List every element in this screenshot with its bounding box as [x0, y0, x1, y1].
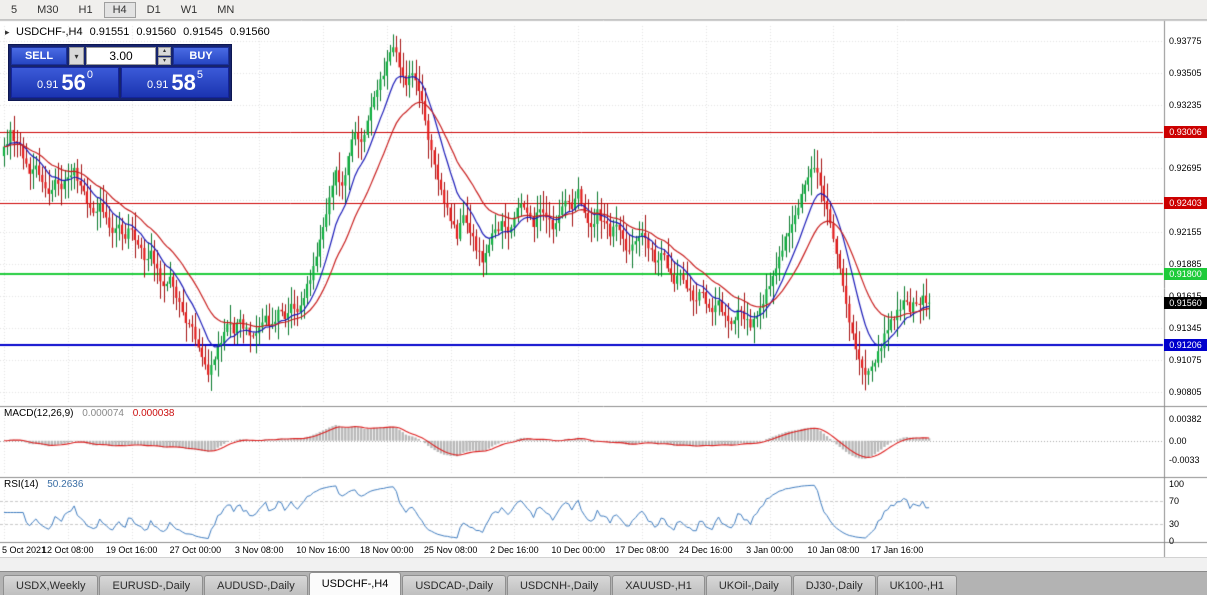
macd-name: MACD(12,26,9) [4, 408, 74, 419]
horizontal-scrollbar[interactable] [0, 557, 1207, 571]
current-price-badge: 0.91560 [1164, 296, 1207, 309]
tab-usdcnh-daily[interactable]: USDCNH-,Daily [506, 575, 612, 595]
lot-stepper: ▴ ▾ [158, 47, 171, 65]
time-tick: 10 Dec 00:00 [551, 545, 605, 555]
tab-eurusd-daily[interactable]: EURUSD-,Daily [99, 575, 204, 595]
time-tick: 27 Oct 00:00 [169, 545, 222, 555]
lot-stepper-down-icon[interactable]: ▾ [158, 56, 171, 65]
price-tick: 0.92695 [1169, 163, 1202, 174]
time-tick: 10 Jan 08:00 [807, 545, 860, 555]
time-tick: 24 Dec 16:00 [679, 545, 733, 555]
chart-high-value: 0.91560 [136, 26, 177, 38]
macd-axis-tick: 0.00382 [1169, 413, 1202, 424]
sell-price-prefix: 0.91 [36, 79, 59, 91]
time-tick: 19 Oct 16:00 [105, 545, 158, 555]
macd-signal-value: 0.000038 [132, 408, 175, 419]
lot-stepper-up-icon[interactable]: ▴ [158, 47, 171, 56]
sell-button[interactable]: SELL [11, 47, 67, 65]
rsi-name: RSI(14) [4, 479, 39, 490]
resistance-level-badge: 0.93006 [1164, 125, 1207, 138]
buy-price-button[interactable]: 0.91 58 5 [121, 67, 229, 98]
chart-symbol-period: USDCHF-,H4 [16, 26, 83, 38]
tab-xauusd-h1[interactable]: XAUUSD-,H1 [612, 575, 705, 595]
buy-button[interactable]: BUY [173, 47, 229, 65]
rsi-axis-tick: 0 [1169, 536, 1175, 546]
support-level-badge: 0.91206 [1164, 338, 1207, 351]
tab-usdx-weekly[interactable]: USDX,Weekly [3, 575, 99, 595]
support-level-badge: 0.91800 [1164, 268, 1207, 281]
time-tick: 25 Nov 08:00 [423, 545, 478, 555]
time-tick: 18 Nov 00:00 [360, 545, 414, 555]
tab-usdcad-daily[interactable]: USDCAD-,Daily [402, 575, 506, 595]
chart-open-value: 0.91551 [89, 26, 130, 38]
lot-size-input[interactable]: 3.00 [86, 47, 156, 65]
tab-uk100-h1[interactable]: UK100-,H1 [876, 575, 958, 595]
tab-usdchf-h4[interactable]: USDCHF-,H4 [308, 572, 402, 595]
sell-price-pip: 0 [86, 69, 94, 81]
time-tick: 3 Jan 00:00 [746, 545, 794, 555]
sell-price-big: 56 [61, 70, 86, 95]
time-tick: 5 Oct 2021 [2, 545, 47, 555]
price-tick: 0.90805 [1169, 386, 1202, 397]
price-tick: 0.92155 [1169, 227, 1202, 238]
macd-axis-tick: 0.00 [1169, 435, 1187, 446]
buy-price-prefix: 0.91 [146, 79, 169, 91]
price-tick: 0.91615 [1169, 291, 1202, 301]
price-tick: 0.93775 [1169, 35, 1202, 46]
tab-audusd-daily[interactable]: AUDUSD-,Daily [204, 575, 308, 595]
price-tick: 0.93235 [1169, 99, 1202, 110]
sell-price-button[interactable]: 0.91 56 0 [11, 67, 119, 98]
time-tick: 10 Nov 16:00 [296, 545, 350, 555]
one-click-trading-panel: SELL ▾ 3.00 ▴ ▾ BUY 0.91 56 0 0.91 58 5 [8, 44, 232, 101]
chart-ohlc-label: USDCHF-,H4 0.91551 0.91560 0.91545 0.915… [16, 26, 270, 38]
macd-indicator-label: MACD(12,26,9) 0.000074 0.000038 [4, 408, 174, 419]
rsi-axis-tick: 30 [1169, 518, 1180, 529]
tab-dj30-daily[interactable]: DJ30-,Daily [792, 575, 876, 595]
chart-tabs-bar: USDX,Weekly EURUSD-,Daily AUDUSD-,Daily … [0, 571, 1207, 595]
resistance-level-badge: 0.92403 [1164, 197, 1207, 209]
rsi-axis-tick: 70 [1169, 496, 1180, 507]
time-tick: 2 Dec 16:00 [490, 545, 539, 555]
chart-close-value: 0.91560 [229, 26, 270, 38]
time-tick: 12 Oct 08:00 [42, 545, 94, 555]
price-tick: 0.91885 [1169, 259, 1202, 270]
macd-main-value: 0.000074 [82, 408, 124, 419]
chart-low-value: 0.91545 [183, 26, 223, 38]
price-tick: 0.93505 [1169, 67, 1202, 78]
time-tick: 17 Jan 16:00 [871, 545, 924, 555]
lot-dropdown-icon[interactable]: ▾ [69, 47, 84, 65]
price-tick: 0.91345 [1169, 323, 1202, 334]
buy-price-pip: 5 [196, 69, 204, 81]
time-tick: 3 Nov 08:00 [234, 545, 284, 555]
tab-ukoil-daily[interactable]: UKOil-,Daily [705, 575, 792, 595]
rsi-value: 50.2636 [47, 479, 84, 490]
one-click-collapse-icon[interactable]: ▸ [5, 27, 10, 37]
macd-axis-tick: -0.0033 [1169, 454, 1200, 465]
time-tick: 17 Dec 08:00 [615, 545, 669, 555]
price-tick: 0.91075 [1169, 355, 1202, 366]
rsi-indicator-label: RSI(14) 50.2636 [4, 479, 83, 490]
buy-price-big: 58 [171, 70, 196, 95]
rsi-axis-tick: 100 [1169, 479, 1185, 489]
